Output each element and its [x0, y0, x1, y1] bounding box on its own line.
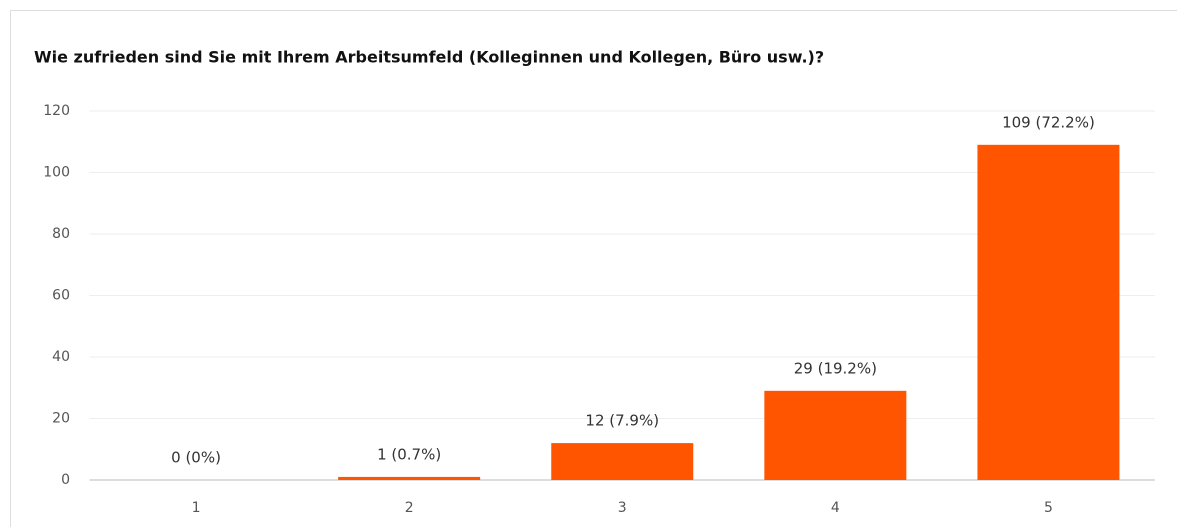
y-tick-label: 20	[52, 411, 70, 427]
bar	[338, 476, 481, 480]
bar	[551, 443, 694, 480]
x-tick-label: 1	[192, 500, 201, 516]
bar	[764, 390, 907, 480]
y-tick-label: 60	[52, 288, 70, 304]
y-tick-label: 120	[43, 103, 70, 119]
y-tick-label: 80	[52, 226, 70, 242]
x-tick-label: 5	[1044, 500, 1053, 516]
value-label: 109 (72.2%)	[1002, 113, 1095, 131]
bar	[977, 144, 1120, 480]
value-label: 1 (0.7%)	[377, 445, 441, 463]
x-tick-label: 4	[831, 500, 840, 516]
chart-title: Wie zufrieden sind Sie mit Ihrem Arbeits…	[34, 48, 824, 67]
y-tick-label: 40	[52, 349, 70, 365]
value-label: 29 (19.2%)	[794, 359, 877, 377]
value-label: 12 (7.9%)	[585, 412, 659, 430]
value-label: 0 (0%)	[171, 449, 221, 467]
y-tick-label: 0	[61, 472, 70, 488]
x-tick-label: 2	[405, 500, 414, 516]
x-tick-label: 3	[618, 500, 627, 516]
y-tick-label: 100	[43, 165, 70, 181]
